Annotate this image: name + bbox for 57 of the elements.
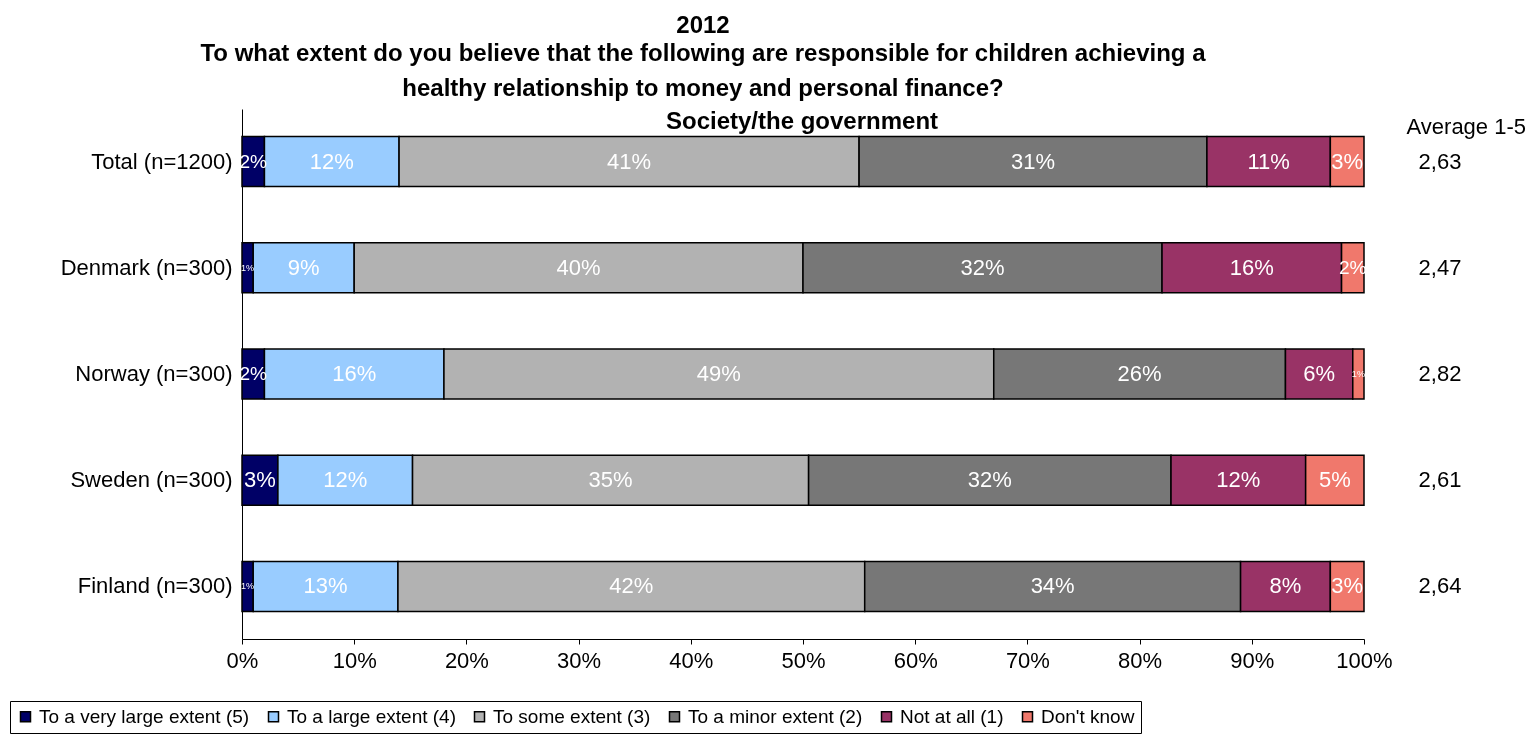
x-tick-label: 100% (1336, 647, 1393, 673)
x-tick-label: 60% (893, 647, 938, 673)
data-label: 40% (556, 254, 601, 280)
y-tick-label: Sweden (n=300) (70, 467, 233, 493)
y-tick-label: Denmark (n=300) (60, 254, 233, 280)
data-label: 3% (1331, 573, 1364, 599)
legend-label: To a minor extent (2) (688, 705, 863, 727)
text: 2,82 (1418, 361, 1462, 386)
chart-subtitle: To what extent do you believe that the following are responsible for children achieving a healthy relationship to money and personal finance? (200, 39, 1207, 101)
data-label: 12% (323, 467, 368, 493)
legend-label: To some extent (3) (493, 705, 651, 727)
data-label: 11% (1247, 148, 1290, 174)
legend-label: Not at all (1) (900, 705, 1004, 727)
data-label: 16% (332, 361, 377, 386)
legend-label: To a large extent (4) (287, 705, 456, 727)
data-label: 31% (1010, 148, 1056, 174)
data-label: 32% (967, 467, 1012, 493)
x-tick-label: 20% (444, 647, 489, 673)
data-label: 1% (241, 262, 255, 273)
x-tick-label: 90% (1230, 647, 1275, 673)
text: 2,61 (1418, 467, 1462, 493)
data-label: 41% (607, 148, 652, 174)
y-tick-label: Total (n=1200) (91, 148, 233, 174)
text: Average 1-5 (1406, 114, 1526, 139)
data-label: 1% (241, 581, 255, 592)
legend-label: To a very large extent (5) (39, 705, 250, 727)
text: 2,63 (1418, 148, 1462, 174)
data-label: 12% (309, 148, 354, 174)
data-label: 3% (244, 467, 276, 493)
data-label: 12% (1216, 467, 1261, 493)
chart-title: 2012 (676, 11, 730, 38)
x-tick-label: 30% (557, 647, 602, 673)
legend-label: Don't know (1041, 705, 1135, 727)
y-tick-label: Norway (n=300) (75, 361, 233, 386)
x-tick-label: 40% (669, 647, 714, 673)
data-label: 32% (960, 254, 1005, 280)
data-label: 34% (1030, 573, 1075, 599)
data-label: 6% (1303, 361, 1336, 386)
x-tick-label: 50% (781, 647, 826, 673)
x-tick-label: 10% (332, 647, 377, 673)
text: 2,47 (1418, 254, 1462, 280)
data-label: 8% (1269, 573, 1302, 599)
x-tick-label: 70% (1005, 647, 1050, 673)
x-tick-label: 80% (1118, 647, 1163, 673)
data-label: 42% (609, 573, 654, 599)
data-label: 13% (303, 573, 348, 599)
data-label: 5% (1318, 467, 1351, 493)
data-label: 9% (287, 254, 320, 280)
x-tick-label: 0% (226, 647, 259, 673)
data-label: 3% (1331, 148, 1364, 174)
text: 2,64 (1418, 573, 1462, 599)
data-label: 26% (1117, 361, 1162, 386)
annotation: Society/the government (665, 107, 939, 134)
data-label: 35% (588, 467, 633, 493)
data-label: 49% (696, 361, 741, 386)
y-tick-label: Finland (n=300) (77, 573, 233, 599)
data-label: 16% (1229, 254, 1274, 280)
